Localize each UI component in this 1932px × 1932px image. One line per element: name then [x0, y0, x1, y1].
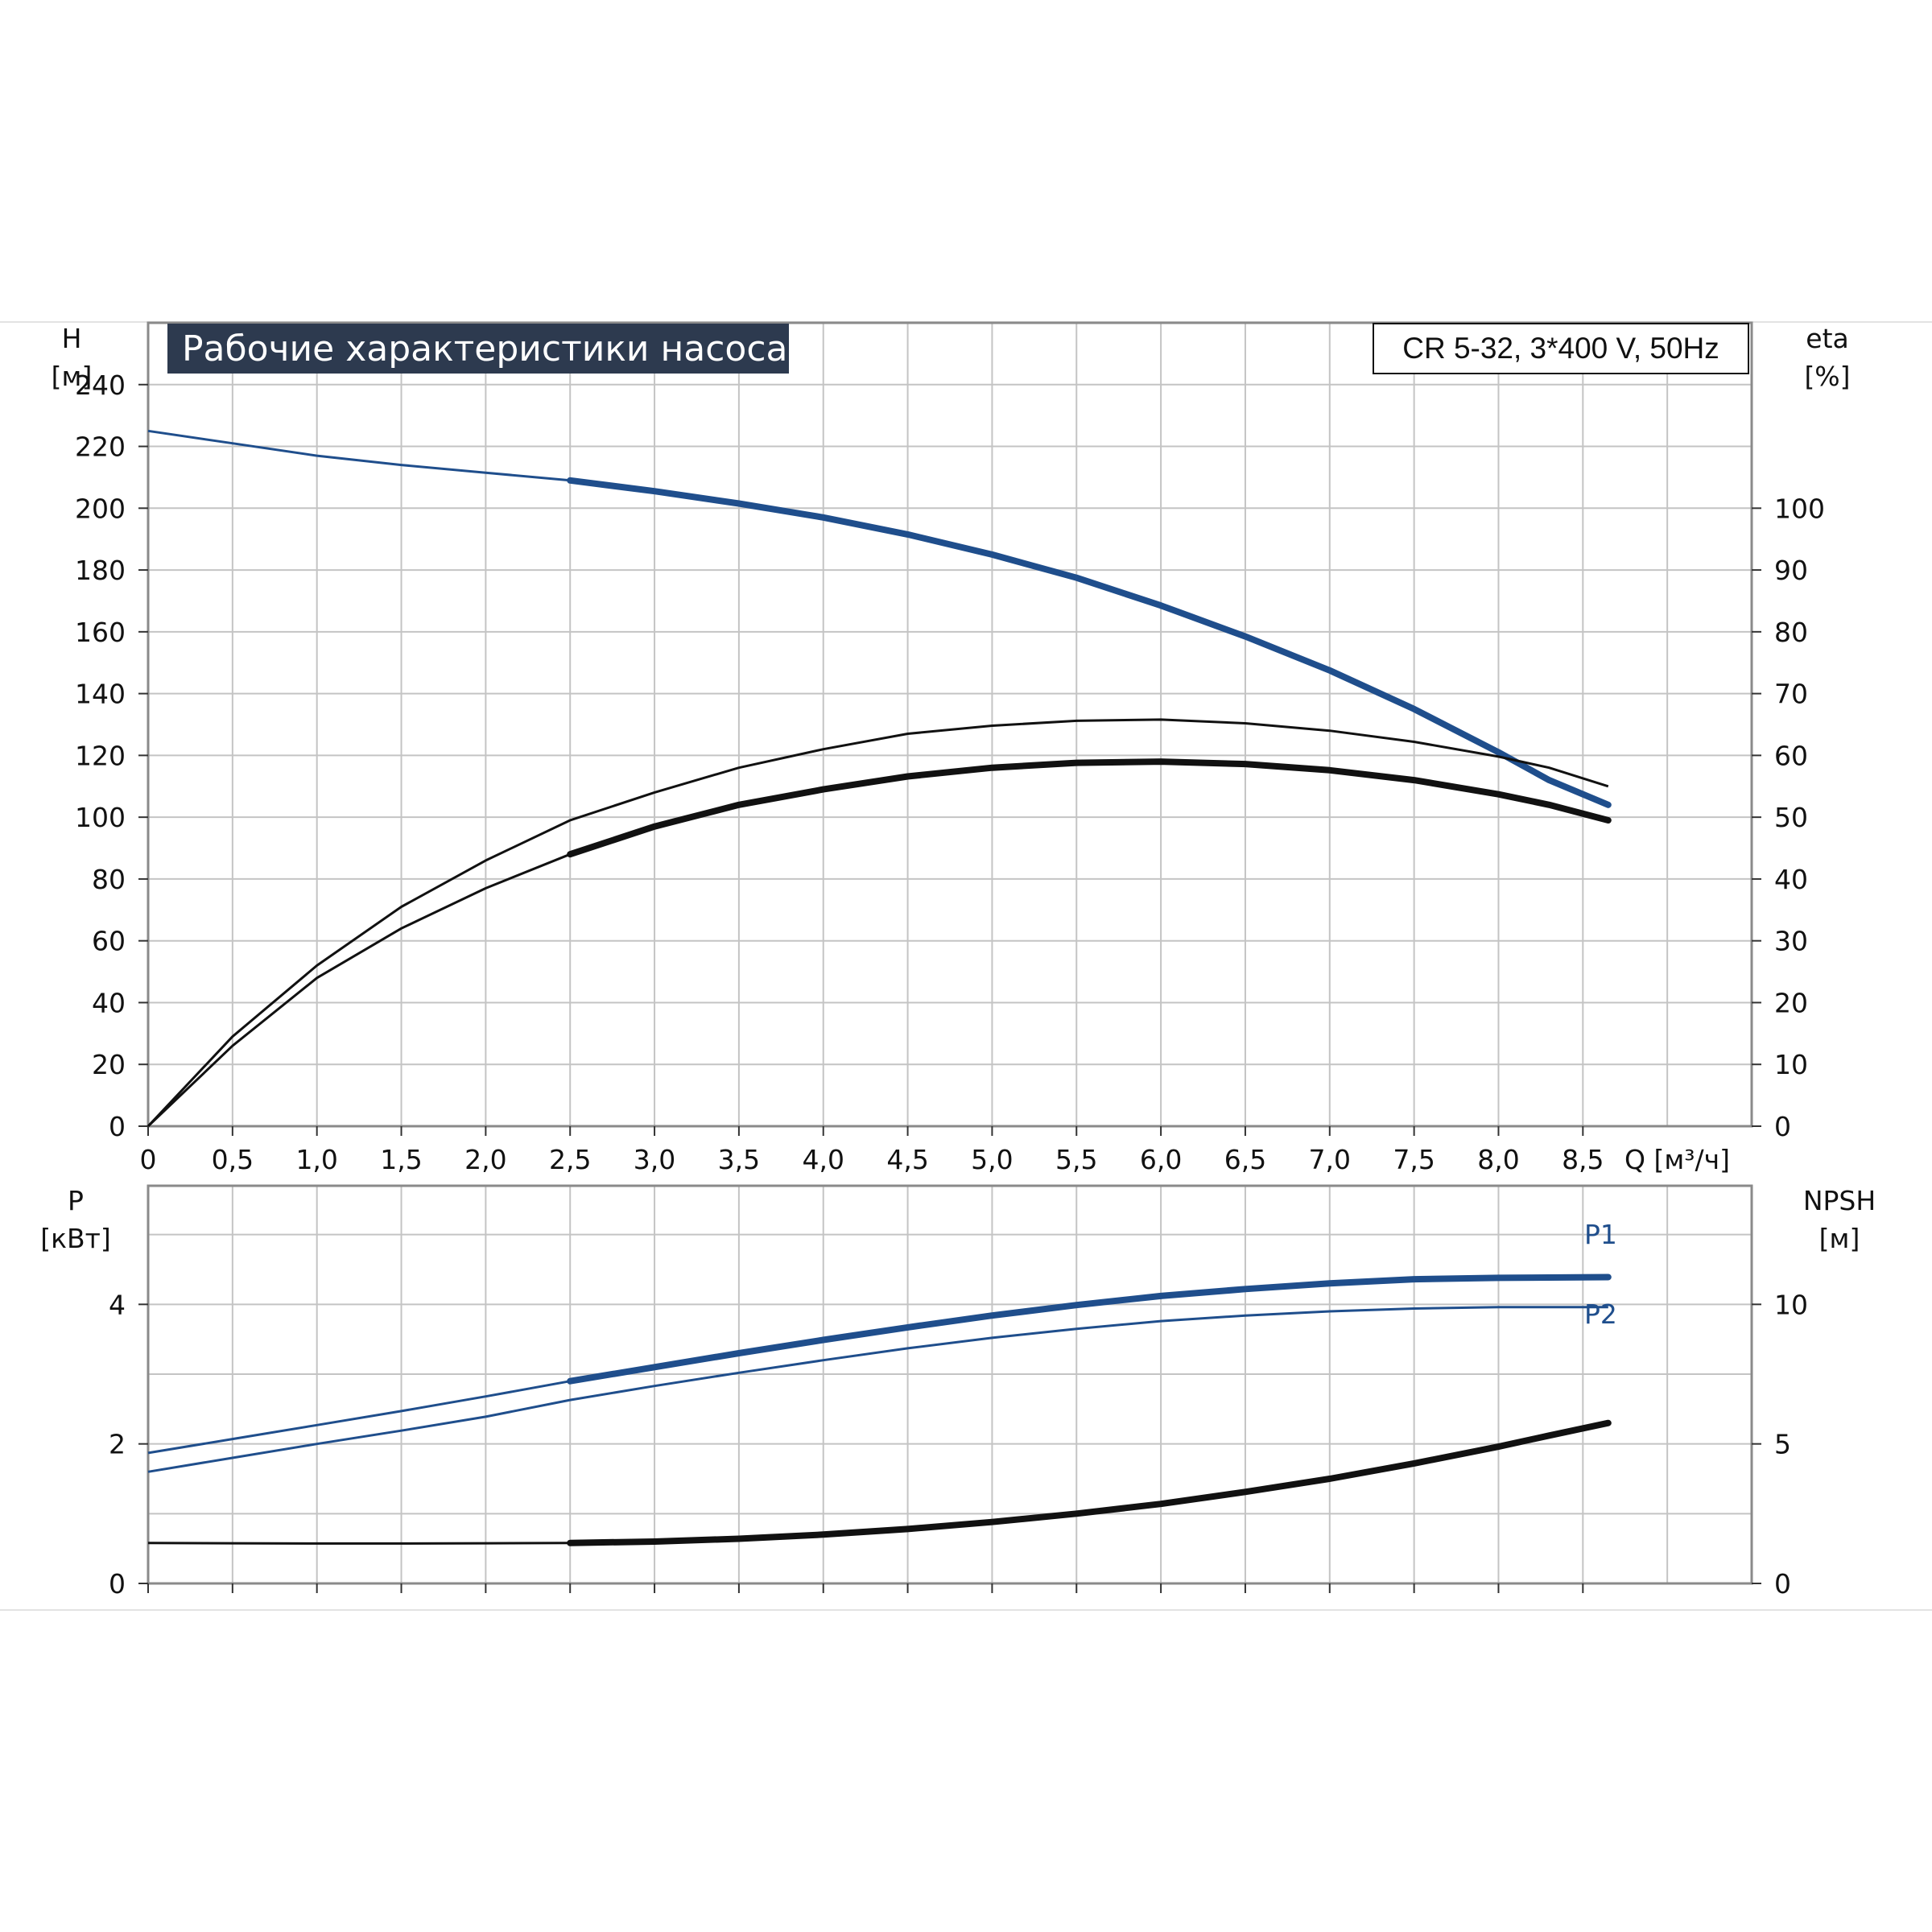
top-series [147, 429, 1612, 1128]
top-y2-axis-name: eta [1806, 323, 1848, 354]
x-axis-label: Q [м³/ч] [1624, 1144, 1730, 1175]
y-tick-label: 200 [75, 493, 126, 524]
bottom-grid [147, 1186, 1752, 1583]
x-tick-label: 4,5 [886, 1144, 928, 1175]
npsh-tick-label: 5 [1774, 1429, 1791, 1460]
series-label-p2: P2 [1584, 1298, 1617, 1330]
top-y-axis-unit: [м] [52, 361, 93, 392]
y2-tick-label: 80 [1774, 617, 1808, 648]
x-tick-label: 3,0 [634, 1144, 675, 1175]
y-tick-label: 100 [75, 802, 126, 833]
y-tick-label: 0 [109, 1111, 126, 1142]
x-tick-label: 8,0 [1477, 1144, 1519, 1175]
series-head-operating-range [567, 477, 1612, 808]
x-tick-label: 6,0 [1140, 1144, 1182, 1175]
x-tick-label: 0,5 [212, 1144, 254, 1175]
y-tick-label: 80 [92, 864, 126, 895]
bottom-y2-axis-unit: [м] [1819, 1223, 1860, 1254]
series-eta_upper-line [147, 718, 1609, 1128]
y-tick-label: 20 [92, 1049, 126, 1080]
y2-tick-label: 20 [1774, 987, 1808, 1018]
power-tick-label: 4 [109, 1289, 126, 1320]
series-label-p1: P1 [1584, 1219, 1617, 1250]
npsh-tick-label: 10 [1774, 1289, 1808, 1320]
x-tick-label: 5,5 [1055, 1144, 1097, 1175]
x-tick-label: 8,5 [1562, 1144, 1604, 1175]
y-tick-label: 60 [92, 926, 126, 957]
y-tick-label: 180 [75, 555, 126, 586]
top-y2-axis-unit: [%] [1804, 361, 1850, 392]
y2-tick-label: 70 [1774, 679, 1808, 710]
y2-tick-label: 40 [1774, 864, 1808, 895]
bottom-y2-axis-name: NPSH [1803, 1185, 1876, 1216]
top-grid [147, 323, 1752, 1126]
bottom-y-axis-name: P [68, 1185, 84, 1216]
x-tick-label: 0 [140, 1144, 157, 1175]
power-tick-label: 2 [109, 1429, 126, 1460]
x-tick-label: 3,5 [718, 1144, 760, 1175]
y-tick-label: 120 [75, 740, 126, 771]
x-tick-label: 4,0 [802, 1144, 844, 1175]
model-box [1373, 323, 1749, 374]
x-tick-label: 1,0 [295, 1144, 337, 1175]
y-tick-label: 160 [75, 617, 126, 648]
series-p2-line [147, 1306, 1608, 1473]
x-tick-label: 7,0 [1309, 1144, 1351, 1175]
series-eta-line [147, 760, 1609, 1128]
y2-tick-label: 90 [1774, 555, 1808, 586]
y2-tick-label: 30 [1774, 926, 1808, 957]
y2-tick-label: 50 [1774, 802, 1808, 833]
series-p1-line [147, 1276, 1608, 1455]
y2-tick-label: 10 [1774, 1049, 1808, 1080]
y-tick-label: 40 [92, 987, 126, 1018]
bottom-series [147, 1274, 1612, 1546]
series-eta-operating-range [567, 758, 1612, 858]
x-tick-label: 7,5 [1393, 1144, 1435, 1175]
y-tick-label: 240 [75, 369, 126, 401]
series-p1-operating-range [567, 1274, 1612, 1385]
title-box [167, 324, 789, 374]
bottom-y-axis-unit: [кВт] [40, 1223, 111, 1254]
x-tick-label: 2,5 [549, 1144, 591, 1175]
model-label: CR 5-32, 3*400 V, 50Hz [1402, 332, 1719, 365]
x-tick-label: 5,0 [971, 1144, 1013, 1175]
y2-tick-label: 60 [1774, 740, 1808, 771]
x-tick-label: 6,5 [1224, 1144, 1266, 1175]
top-plot-frame [147, 321, 1753, 1128]
power-tick-label: 0 [109, 1568, 126, 1600]
npsh-tick-label: 0 [1774, 1568, 1791, 1600]
x-tick-label: 1,5 [380, 1144, 422, 1175]
series-npsh-line [147, 1422, 1609, 1545]
top-y-axis-name: H [62, 323, 82, 354]
y-tick-label: 220 [75, 431, 126, 463]
chart-title: Рабочие характеристики насоса [182, 328, 787, 369]
y2-tick-label: 100 [1774, 493, 1825, 524]
y-tick-label: 140 [75, 679, 126, 710]
tick-labels: 0 0,5 1,0 1,5 2,0 2,5 3,0 3,5 4,0 4,5 5,0 5,5 6,0 6,5… [75, 369, 1825, 1600]
series-head-line [147, 429, 1609, 807]
bottom-plot-frame [147, 1184, 1753, 1585]
series-npsh-operating-range [567, 1419, 1612, 1546]
x-tick-label: 2,0 [464, 1144, 506, 1175]
y2-tick-label: 0 [1774, 1111, 1791, 1142]
